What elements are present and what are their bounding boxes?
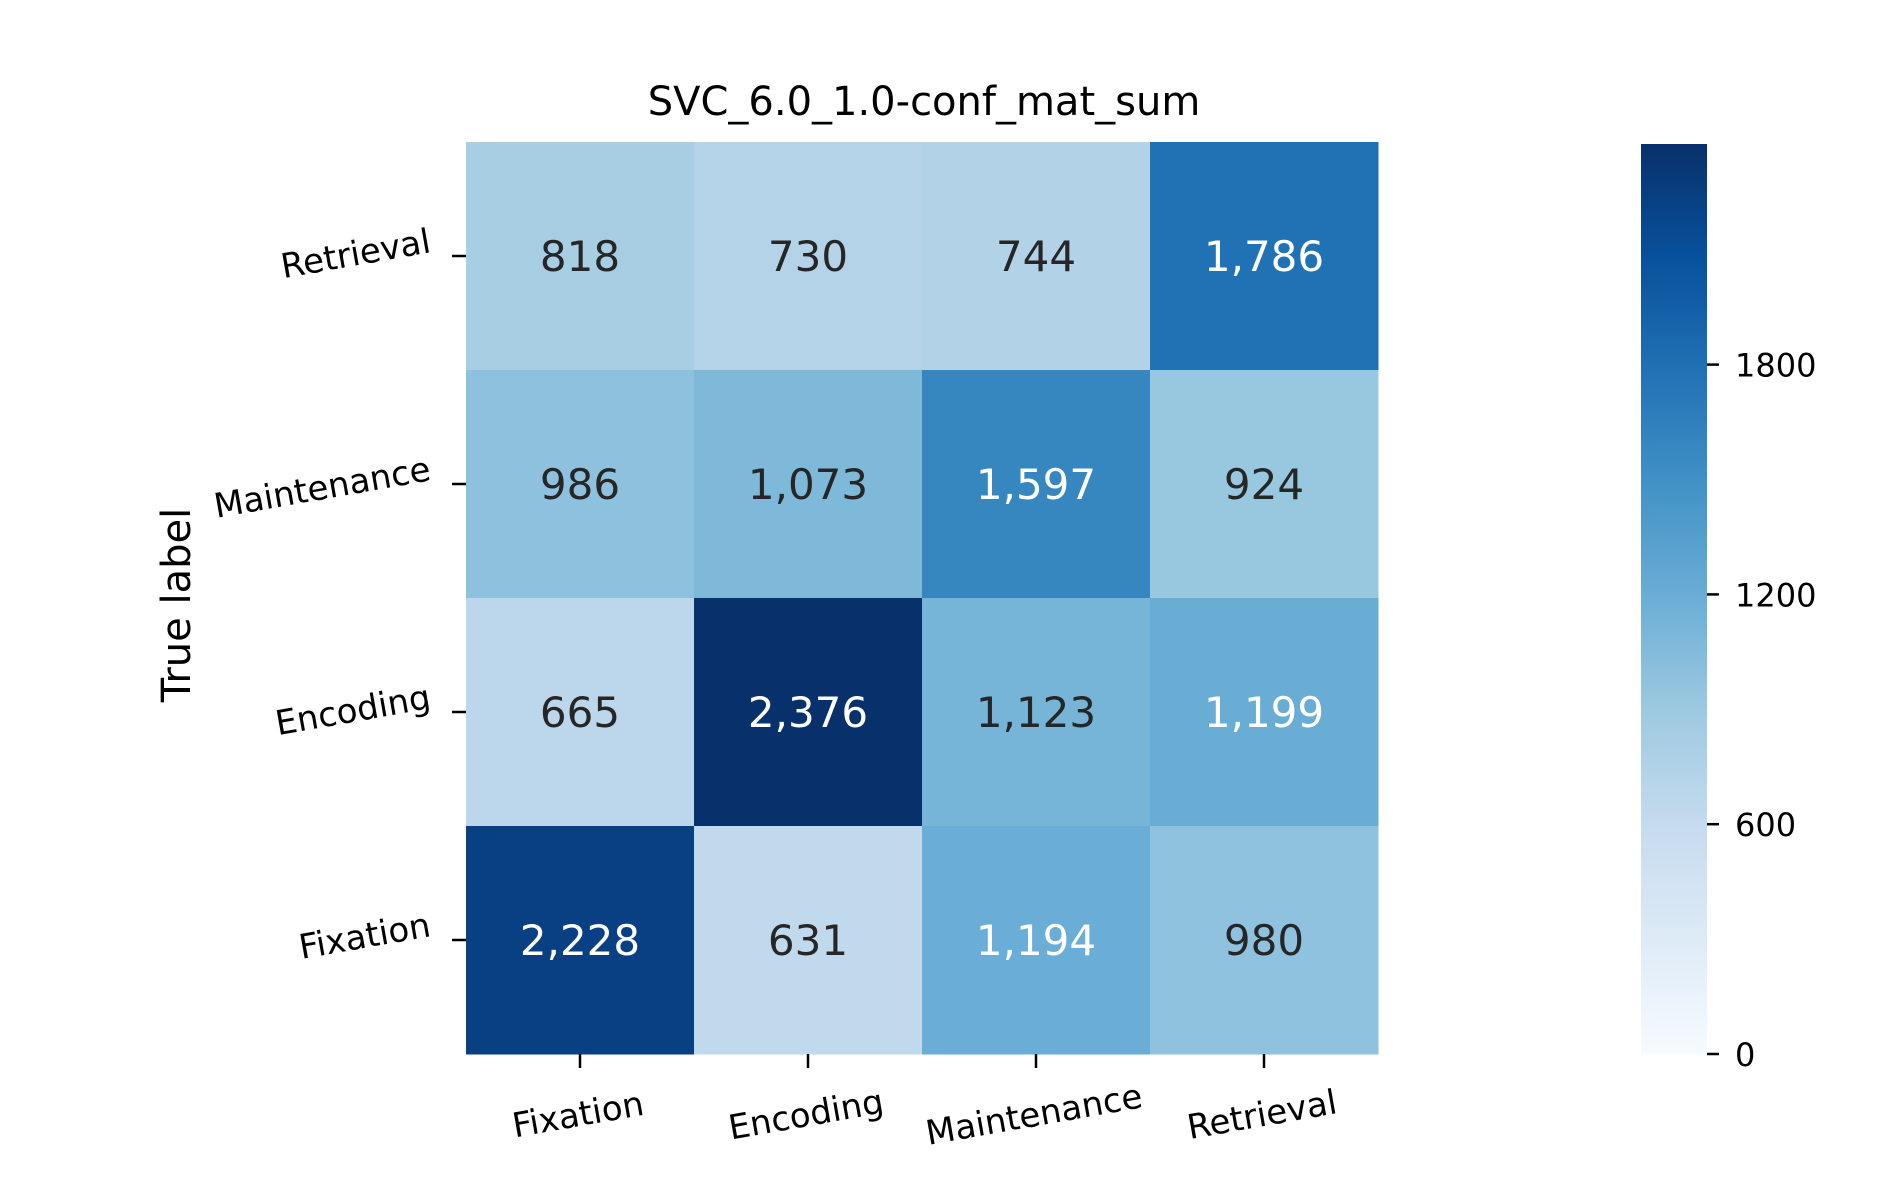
cell-value-label: 1,123 xyxy=(976,688,1096,737)
heatmap-cell xyxy=(1150,598,1379,827)
heatmap-cell xyxy=(466,370,695,599)
y-tick-label: Fixation xyxy=(296,905,434,967)
heatmap-cell xyxy=(922,370,1151,599)
cell-value-label: 980 xyxy=(1224,916,1304,965)
cell-value-label: 665 xyxy=(540,688,620,737)
colorbar-ticks: 0 600 1200 1800 xyxy=(1707,347,1816,1074)
heatmap-cell xyxy=(1150,826,1379,1055)
heatmap-cell xyxy=(466,142,695,371)
heatmap-cell xyxy=(694,826,923,1055)
heatmap-cell xyxy=(694,142,923,371)
cell-value-label: 1,786 xyxy=(1204,232,1324,281)
cell-value-label: 631 xyxy=(768,916,848,965)
cell-value-label: 2,228 xyxy=(520,916,640,965)
heatmap-cells xyxy=(466,142,1379,1055)
cell-value-label: 1,199 xyxy=(1204,688,1324,737)
cell-value-label: 1,194 xyxy=(976,916,1096,965)
y-axis-ticks: Retrieval Maintenance Encoding Fixation xyxy=(211,221,466,968)
heatmap-cell xyxy=(1150,142,1379,371)
y-axis-label: True label xyxy=(154,508,200,703)
chart-title: SVC_6.0_1.0-conf_mat_sum xyxy=(648,79,1201,125)
cell-value-label: 1,597 xyxy=(976,460,1096,509)
colorbar-tick-label: 0 xyxy=(1735,1036,1755,1074)
heatmap-cell xyxy=(922,826,1151,1055)
colorbar-tick-label: 1200 xyxy=(1735,576,1816,614)
x-tick-label: Encoding xyxy=(725,1082,886,1149)
x-tick-label: Maintenance xyxy=(923,1076,1146,1153)
x-tick-label: Retrieval xyxy=(1184,1082,1340,1148)
colorbar-tick-label: 1800 xyxy=(1735,347,1816,385)
cell-value-label: 744 xyxy=(996,232,1076,281)
y-tick-label: Maintenance xyxy=(211,449,434,526)
cell-value-label: 924 xyxy=(1224,460,1304,509)
x-tick-label: Fixation xyxy=(509,1084,647,1146)
heatmap-cell xyxy=(694,598,923,827)
heatmap-cell xyxy=(466,826,695,1055)
y-tick-label: Encoding xyxy=(272,677,433,744)
heatmap-cell-labels: 818 730 744 1,786 986 1,073 1,597 924 665 2,376 1,… xyxy=(520,232,1324,965)
heatmap-cell xyxy=(922,142,1151,371)
y-tick-label: Retrieval xyxy=(278,221,434,287)
heatmap-cell xyxy=(1150,370,1379,599)
heatmap-cell xyxy=(694,370,923,599)
heatmap-cell xyxy=(466,598,695,827)
colorbar xyxy=(1641,144,1707,1054)
cell-value-label: 1,073 xyxy=(748,460,868,509)
heatmap-cell xyxy=(922,598,1151,827)
x-axis-ticks: Fixation Encoding Maintenance Retrieval xyxy=(509,1054,1340,1154)
cell-value-label: 730 xyxy=(768,232,848,281)
cell-value-label: 818 xyxy=(540,232,620,281)
cell-value-label: 986 xyxy=(540,460,620,509)
colorbar-tick-label: 600 xyxy=(1735,806,1796,844)
cell-value-label: 2,376 xyxy=(748,688,868,737)
